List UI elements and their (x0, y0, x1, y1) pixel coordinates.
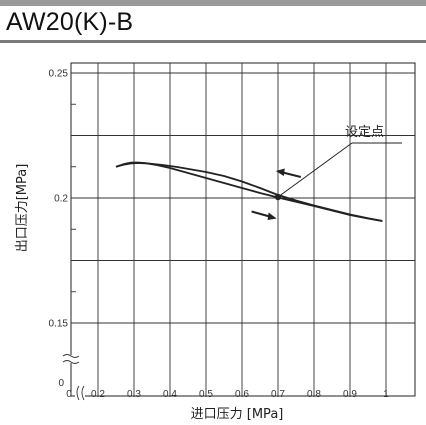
y-break-mark-1 (62, 354, 80, 358)
x-tick-label-7: 0.9 (343, 389, 357, 400)
x-break-mark-1 (76, 385, 80, 401)
y-tick-label-2: 0.15 (49, 319, 69, 330)
y-break-mark-2 (62, 360, 80, 364)
set-point-label: 设定点 (345, 125, 384, 140)
plot-frame (70, 62, 416, 397)
x-tick-label-8: 1 (383, 389, 389, 400)
x-axis-label: 进口压力 [MPa] (191, 407, 284, 422)
title-top-bar (0, 0, 426, 6)
x-tick-label-5: 0.7 (271, 389, 285, 400)
y-tick-label-1: 0.2 (54, 194, 68, 205)
x-tick-label-1: 0.3 (127, 389, 141, 400)
arrow-head (275, 168, 285, 176)
direction-arrow-1 (251, 210, 277, 220)
series-line-1 (115, 162, 383, 222)
x-origin-label: 0 (66, 389, 72, 400)
y-axis-label: 出口压力[MPa] (15, 164, 30, 253)
arrow-shaft (251, 210, 270, 218)
y-tick-label-0: 0.25 (49, 69, 69, 80)
title-underline (0, 40, 426, 43)
chart-title: AW20(K)-B (6, 8, 134, 36)
x-break-mask (75, 388, 85, 404)
x-tick-label-6: 0.8 (307, 389, 321, 400)
arrow-shaft (282, 171, 302, 178)
x-tick-label-3: 0.5 (199, 389, 213, 400)
x-break-mark-2 (81, 385, 85, 401)
x-tick-label-4: 0.6 (235, 389, 249, 400)
x-tick-label-0: 0.2 (91, 389, 105, 400)
x-tick-label-2: 0.4 (163, 389, 177, 400)
set-point-leader (277, 142, 353, 198)
y-origin-label: 0 (58, 378, 64, 389)
direction-arrow-0 (275, 168, 302, 178)
arrow-head (267, 212, 277, 220)
series-layer (115, 161, 383, 222)
grid (70, 62, 416, 397)
annotation-layer: 设定点 (61, 125, 402, 404)
tick-labels: 0.2 0.3 0.4 0.5 0.6 0.7 0.8 0.9 1 0.25 0.2 0.15 00 (49, 69, 390, 401)
y-break-mask (61, 355, 81, 363)
